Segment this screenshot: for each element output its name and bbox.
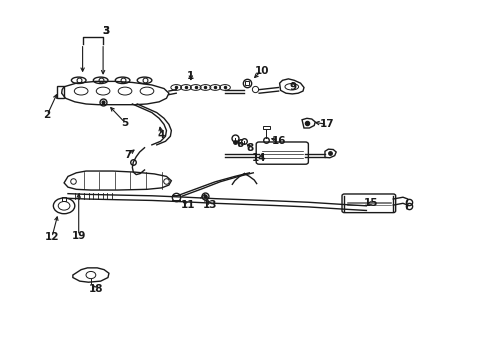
Text: 8: 8: [246, 143, 253, 153]
Text: 3: 3: [102, 26, 109, 36]
Text: 7: 7: [123, 150, 131, 160]
Text: 3: 3: [102, 26, 109, 36]
Text: 1: 1: [187, 71, 194, 81]
Text: 12: 12: [44, 232, 59, 242]
Text: 4: 4: [158, 130, 165, 140]
Text: 19: 19: [71, 231, 86, 240]
Text: 5: 5: [121, 118, 128, 128]
Text: 17: 17: [320, 120, 334, 129]
Text: 15: 15: [363, 198, 378, 208]
Text: 14: 14: [251, 153, 266, 163]
Text: 11: 11: [181, 200, 195, 210]
Text: 6: 6: [236, 139, 243, 149]
Text: 18: 18: [88, 284, 103, 294]
Text: 13: 13: [203, 200, 217, 210]
Text: 16: 16: [271, 136, 285, 145]
Text: 2: 2: [43, 111, 51, 121]
Text: 9: 9: [289, 82, 296, 92]
Text: 10: 10: [254, 66, 268, 76]
